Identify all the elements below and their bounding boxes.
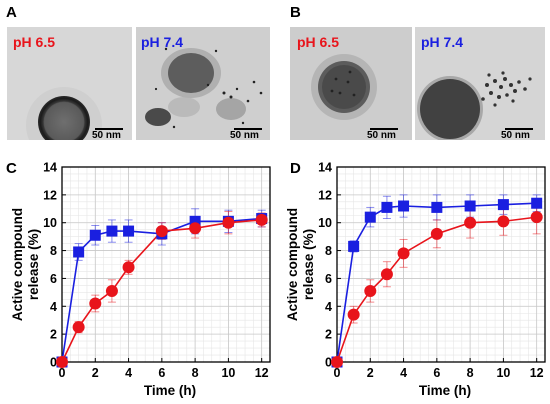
y-tick-label: 8 xyxy=(325,244,332,258)
data-point-circle xyxy=(105,284,118,297)
data-point-square xyxy=(398,200,410,212)
scale-label-b-left: 50 nm xyxy=(367,130,396,141)
data-point-circle xyxy=(464,216,477,229)
tem-micrograph-b-ph65 xyxy=(290,27,412,140)
data-point-square xyxy=(531,197,543,209)
panel-letter-a: A xyxy=(6,4,17,21)
y-tick-label: 2 xyxy=(50,328,57,342)
scalebar-b-right xyxy=(505,128,533,130)
data-point-circle xyxy=(331,356,343,368)
data-point-square xyxy=(348,240,360,252)
label-b-ph74: pH 7.4 xyxy=(421,34,464,50)
y-tick-label: 12 xyxy=(43,188,57,202)
y-tick-label: 4 xyxy=(50,300,57,314)
y-tick-label: 0 xyxy=(50,356,57,370)
scale-label-b-right: 50 nm xyxy=(501,130,530,141)
tem-micrograph-b-ph74 xyxy=(415,27,545,140)
tem-image-a-ph74 xyxy=(136,27,270,140)
data-point-circle xyxy=(89,297,102,310)
tem-micrograph-a-ph74 xyxy=(136,27,270,140)
y-tick-label: 14 xyxy=(318,161,332,175)
release-chart-d: 0 2 4 6 8 10 12 0 2 4 6 8 10 12 14 Time (h) Active compo… xyxy=(285,161,546,398)
y-axis-label: Active compound xyxy=(285,208,300,321)
x-tick-label: 4 xyxy=(125,366,132,380)
x-axis-label: Time (h) xyxy=(419,383,471,398)
data-point-circle xyxy=(72,321,85,334)
x-tick-label: 6 xyxy=(158,366,165,380)
data-point-circle xyxy=(530,211,543,224)
tem-image-b-ph65 xyxy=(290,27,412,140)
data-point-circle xyxy=(497,215,510,228)
x-tick-label: 12 xyxy=(530,366,544,380)
data-point-square xyxy=(381,201,393,213)
scale-label-a-right: 50 nm xyxy=(230,130,259,141)
x-tick-label: 8 xyxy=(192,366,199,380)
x-tick-label: 4 xyxy=(400,366,407,380)
y-tick-label: 4 xyxy=(325,300,332,314)
data-point-square xyxy=(189,215,201,227)
y-tick-label: 0 xyxy=(325,356,332,370)
scalebar-a-right xyxy=(234,128,262,130)
x-tick-label: 2 xyxy=(92,366,99,380)
data-point-square xyxy=(464,200,476,212)
y-tick-label: 10 xyxy=(43,216,57,230)
label-a-ph74: pH 7.4 xyxy=(141,34,184,50)
y-axis-label: Active compound xyxy=(10,208,25,321)
y-tick-label: 10 xyxy=(318,216,332,230)
data-point-square xyxy=(73,246,85,258)
data-point-circle xyxy=(430,227,443,240)
tem-image-b-ph74 xyxy=(415,27,545,140)
x-tick-label: 0 xyxy=(334,366,341,380)
data-point-circle xyxy=(122,261,135,274)
x-tick-label: 0 xyxy=(59,366,66,380)
data-point-circle xyxy=(155,225,168,238)
data-point-circle xyxy=(347,308,360,321)
data-point-circle xyxy=(364,284,377,297)
x-tick-label: 8 xyxy=(467,366,474,380)
y-axis-label-line2: release (%) xyxy=(26,229,41,300)
plot-frame xyxy=(336,166,546,363)
release-chart-c: 0 2 4 6 8 10 12 0 2 4 6 8 10 12 14 Time (h) Active compo… xyxy=(10,161,271,398)
data-point-square xyxy=(364,211,376,223)
plot-frame xyxy=(61,166,271,363)
data-point-circle xyxy=(380,268,393,281)
x-axis-label: Time (h) xyxy=(144,383,196,398)
x-tick-label: 2 xyxy=(367,366,374,380)
scalebar-b-left xyxy=(370,128,398,130)
y-tick-label: 6 xyxy=(325,272,332,286)
y-tick-label: 12 xyxy=(318,188,332,202)
y-axis-label-line2: release (%) xyxy=(301,229,316,300)
data-point-square xyxy=(497,199,509,211)
data-point-circle xyxy=(56,356,68,368)
y-tick-label: 6 xyxy=(50,272,57,286)
data-point-square xyxy=(89,229,101,241)
x-tick-label: 12 xyxy=(255,366,269,380)
panel-letter-d: D xyxy=(290,160,301,177)
y-tick-label: 2 xyxy=(325,328,332,342)
data-point-circle xyxy=(397,247,410,260)
data-point-circle xyxy=(222,216,235,229)
label-a-ph65: pH 6.5 xyxy=(13,34,56,50)
scale-label-a-left: 50 nm xyxy=(92,130,121,141)
x-tick-label: 6 xyxy=(433,366,440,380)
y-tick-label: 14 xyxy=(43,161,57,175)
data-point-square xyxy=(431,201,443,213)
label-b-ph65: pH 6.5 xyxy=(297,34,340,50)
tem-micrograph-a-ph65 xyxy=(7,27,132,140)
data-point-square xyxy=(123,225,135,237)
panel-letter-c: C xyxy=(6,160,17,177)
data-point-circle xyxy=(255,213,268,226)
panel-letter-b: B xyxy=(290,4,301,21)
y-tick-label: 8 xyxy=(50,244,57,258)
tem-image-a-ph65 xyxy=(7,27,132,140)
scalebar-a-left xyxy=(95,128,123,130)
data-point-square xyxy=(106,225,118,237)
x-tick-label: 10 xyxy=(221,366,235,380)
data-point-circle xyxy=(189,222,202,235)
x-tick-label: 10 xyxy=(496,366,510,380)
